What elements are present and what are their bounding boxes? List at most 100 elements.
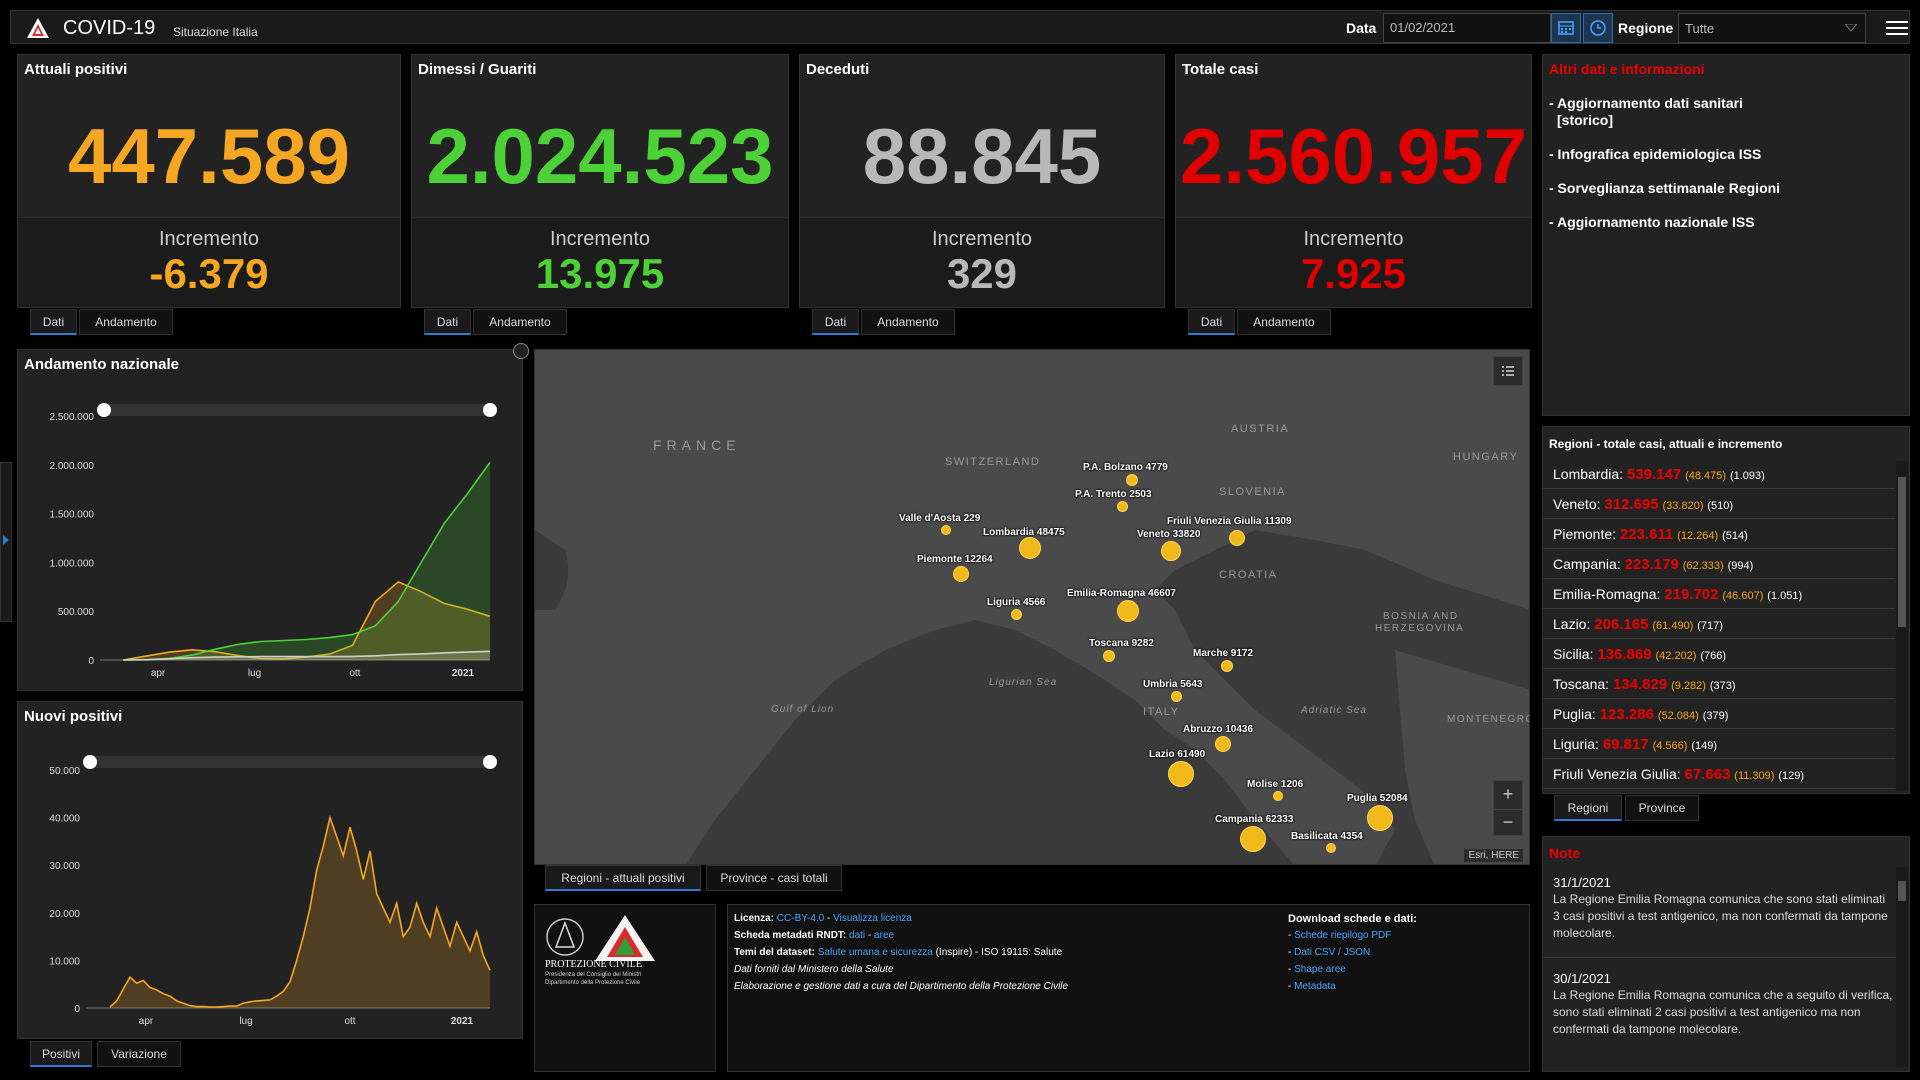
map-label-sea: Ligurian Sea (989, 677, 1058, 688)
scrollbar-thumb[interactable] (1898, 881, 1906, 901)
region-row[interactable]: Puglia: 123.286 (52.084) (379) (1543, 699, 1895, 729)
map-bubble[interactable] (941, 525, 951, 535)
region-row[interactable]: Piemonte: 223.611 (12.264) (514) (1543, 519, 1895, 549)
y-tick-label: 50.000 (49, 766, 80, 777)
map-bubble[interactable] (1103, 650, 1115, 662)
range-slider-track[interactable] (104, 404, 490, 416)
tab-variazione[interactable]: Variazione (97, 1041, 181, 1067)
tab-dati[interactable]: Dati (30, 309, 77, 335)
kpi-increment-value: -6.379 (149, 250, 269, 297)
map-bubble[interactable] (1229, 530, 1245, 546)
y-tick-label: 20.000 (49, 909, 80, 920)
region-row[interactable]: Lazio: 206.165 (61.490) (717) (1543, 609, 1895, 639)
region-active: (12.264) (1677, 530, 1719, 542)
temi-rest: (Inspire) - ISO 19115: Salute (935, 947, 1063, 958)
andamento-chart-svg[interactable]: 2.500.000 2.000.000 1.500.000 1.000.000 500.… (18, 350, 522, 690)
region-row[interactable]: Liguria: 69.817 (4.566) (149) (1543, 729, 1895, 759)
link-aggiornamento-iss[interactable]: - Aggiornamento nazionale ISS (1549, 214, 1755, 230)
region-row[interactable]: Veneto: 312.695 (33.820) (510) (1543, 489, 1895, 519)
region-increment: (1.093) (1729, 470, 1765, 482)
date-input[interactable]: 01/02/2021 (1383, 13, 1551, 43)
link-aggiornamento-dati-sanitari[interactable]: - Aggiornamento dati sanitari (1549, 95, 1743, 111)
tab-regioni[interactable]: Regioni (1554, 795, 1622, 821)
map-label-sea: Adriatic Sea (1301, 705, 1367, 716)
region-row[interactable]: Campania: 223.179 (62.333) (994) (1543, 549, 1895, 579)
calendar-icon[interactable] (1551, 13, 1581, 43)
legend-list-icon[interactable] (1493, 356, 1523, 386)
scrollbar[interactable] (1896, 461, 1908, 791)
map-label-country: AUSTRIA (1231, 423, 1290, 435)
download-shape-link[interactable]: Shape aree (1294, 964, 1346, 975)
kpi-card-deceduti: Deceduti 88.845 Incremento 329 (799, 54, 1165, 308)
expand-icon[interactable] (513, 343, 529, 359)
tab-dati[interactable]: Dati (812, 309, 859, 335)
map-bubble[interactable] (1171, 691, 1182, 702)
tab-andamento[interactable]: Andamento (473, 309, 567, 335)
regione-select[interactable]: Tutte (1678, 13, 1866, 43)
license-link[interactable]: CC-BY-4.0 (776, 913, 825, 924)
map-bubble[interactable] (953, 566, 969, 582)
region-row[interactable]: Emilia-Romagna: 219.702 (46.607) (1.051) (1543, 579, 1895, 609)
scrollbar-thumb[interactable] (1898, 477, 1906, 627)
kpi-card-dimessi-guariti: Dimessi / Guariti 2.024.523 Incremento 1… (411, 54, 789, 308)
range-slider-handle[interactable] (83, 755, 97, 769)
temi-link[interactable]: Salute umana e sicurezza (817, 947, 933, 958)
tab-dati[interactable]: Dati (424, 309, 471, 335)
map-bubble[interactable] (1240, 826, 1266, 852)
regions-list[interactable]: Lombardia: 539.147 (48.475) (1.093) Venet… (1543, 459, 1895, 793)
tab-positivi[interactable]: Positivi (30, 1041, 92, 1067)
download-metadata-link[interactable]: Metadata (1294, 981, 1336, 992)
map-bubble[interactable] (1161, 541, 1181, 561)
view-license-link[interactable]: Visualizza licenza (833, 913, 912, 924)
rndt-aree-link[interactable]: aree (874, 930, 895, 941)
region-increment: (717) (1697, 620, 1723, 632)
tab-andamento[interactable]: Andamento (861, 309, 955, 335)
nuovi-positivi-chart-svg[interactable]: 50.000 40.000 30.000 20.000 10.000 0 apr lug ott… (18, 702, 522, 1038)
map-bubble[interactable] (1117, 600, 1139, 622)
map-bubble[interactable] (1326, 843, 1336, 853)
chart-title: Nuovi positivi (24, 708, 123, 725)
region-row[interactable]: Sicilia: 136.869 (42.202) (766) (1543, 639, 1895, 669)
tab-regioni-attuali-positivi[interactable]: Regioni - attuali positivi (545, 865, 701, 891)
protezione-civile-logo-icon (27, 18, 49, 38)
range-slider-handle[interactable] (483, 755, 497, 769)
x-tick-label: lug (239, 1016, 252, 1027)
tab-province[interactable]: Province (1625, 795, 1699, 821)
region-row[interactable]: Toscana: 134.829 (9.282) (373) (1543, 669, 1895, 699)
scrollbar[interactable] (1896, 867, 1908, 1067)
tab-province-casi-totali[interactable]: Province - casi totali (706, 865, 842, 891)
map-bubble[interactable] (1126, 474, 1138, 486)
download-csv-link[interactable]: Dati CSV / JSON (1294, 947, 1371, 958)
region-active: (4.566) (1652, 740, 1688, 752)
y-tick-label: 0 (88, 656, 94, 667)
region-row[interactable]: Lombardia: 539.147 (48.475) (1.093) (1543, 459, 1895, 489)
link-storico[interactable]: [storico] (1557, 112, 1613, 128)
map-view[interactable]: FRANCE SWITZERLAND AUSTRIA HUNGARY SLOVE… (534, 349, 1530, 865)
link-infografica-iss[interactable]: - Infografica epidemiologica ISS (1549, 146, 1762, 162)
range-slider-handle[interactable] (483, 403, 497, 417)
range-slider-track[interactable] (90, 756, 490, 768)
map-bubble[interactable] (1367, 805, 1393, 831)
y-tick-label: 2.000.000 (50, 461, 95, 472)
left-sidebar-toggle[interactable] (0, 462, 12, 622)
map-bubble[interactable] (1273, 791, 1283, 801)
tab-andamento[interactable]: Andamento (79, 309, 173, 335)
tab-dati[interactable]: Dati (1188, 309, 1235, 335)
map-bubble[interactable] (1117, 501, 1128, 512)
clock-icon[interactable] (1583, 13, 1613, 43)
zoom-in-button[interactable]: + (1502, 784, 1514, 804)
map-bubble[interactable] (1019, 537, 1041, 559)
map-bubble[interactable] (1011, 609, 1022, 620)
map-bubble[interactable] (1221, 660, 1233, 672)
link-sorveglianza-regioni[interactable]: - Sorveglianza settimanale Regioni (1549, 180, 1781, 196)
kpi-increment-box: Incremento 7.925 (1176, 217, 1531, 307)
hamburger-menu-icon[interactable] (1886, 18, 1908, 38)
download-pdf-link[interactable]: Schede riepilogo PDF (1294, 930, 1392, 941)
region-row[interactable]: Friuli Venezia Giulia: 67.663 (11.309) (… (1543, 759, 1895, 789)
map-bubble[interactable] (1168, 761, 1194, 787)
map-bubble[interactable] (1215, 736, 1231, 752)
range-slider-handle[interactable] (97, 403, 111, 417)
rndt-dati-link[interactable]: dati (849, 930, 866, 941)
zoom-out-button[interactable]: − (1494, 809, 1522, 836)
tab-andamento[interactable]: Andamento (1237, 309, 1331, 335)
